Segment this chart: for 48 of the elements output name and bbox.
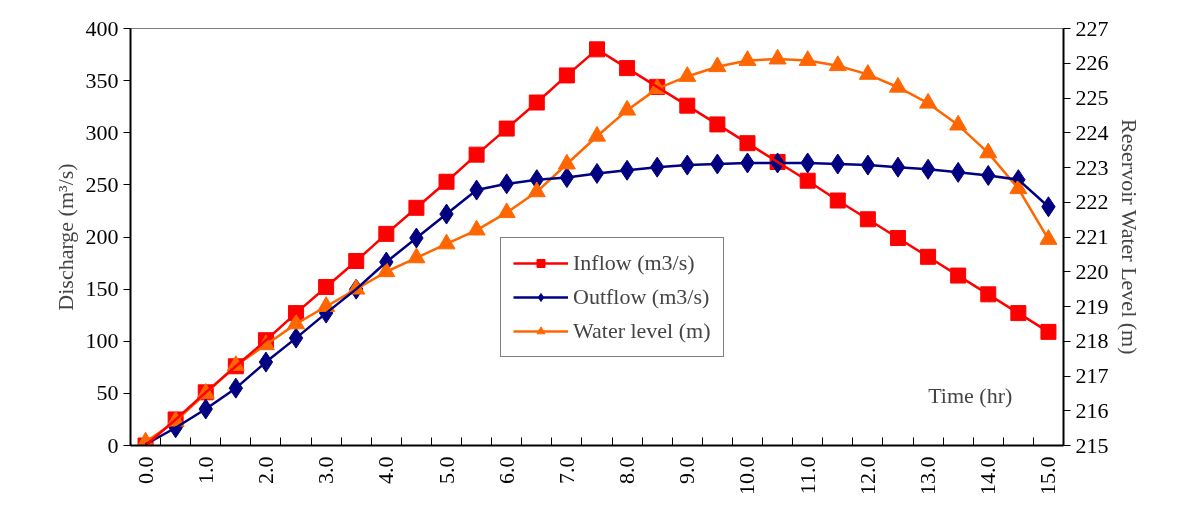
x-tick-label: 3.0 <box>313 456 339 484</box>
legend-label: Outflow (m3/s) <box>573 284 710 310</box>
x-tick-label: 4.0 <box>373 456 399 484</box>
y2-tick-label: 222 <box>1075 189 1109 215</box>
y-tick-label: 400 <box>85 15 119 41</box>
y-tick-label: 300 <box>85 119 119 145</box>
point <box>1039 229 1058 245</box>
x-tick-label: 5.0 <box>433 456 459 484</box>
y2-tick-label: 219 <box>1075 293 1109 319</box>
x-tick-label: 6.0 <box>493 456 519 484</box>
x-tick-label: 11.0 <box>794 456 820 495</box>
y2-tick-label: 215 <box>1075 432 1109 458</box>
y2-tick-label: 226 <box>1075 50 1109 76</box>
x-axis-title: Time (hr) <box>928 382 1013 408</box>
x-tick-label: 10.0 <box>734 456 760 495</box>
y2-tick-label: 217 <box>1075 363 1109 388</box>
y-axis-title: Discharge (m³/s) <box>52 163 78 311</box>
y-tick-label: 0 <box>107 432 119 458</box>
y-tick-label: 350 <box>85 67 119 93</box>
x-tick-label: 12.0 <box>854 456 880 495</box>
y-tick-label: 200 <box>85 224 119 249</box>
x-tick-label: 1.0 <box>192 456 218 484</box>
x-tick-label: 14.0 <box>975 456 1001 495</box>
x-tick-label: 7.0 <box>553 456 579 484</box>
legend-label: Water level (m) <box>573 318 711 344</box>
y-tick-label: 100 <box>85 328 119 354</box>
y2-axis-title: Reservoir Water Level (m) <box>1116 119 1142 355</box>
y2-tick-label: 223 <box>1075 154 1109 180</box>
y2-tick-label: 224 <box>1075 119 1109 145</box>
y2-tick-label: 220 <box>1075 258 1109 284</box>
point <box>709 116 726 133</box>
y-tick-label: 50 <box>96 380 119 406</box>
y-tick-label: 150 <box>85 276 119 302</box>
y2-tick-label: 221 <box>1075 224 1109 249</box>
x-tick-label: 0.0 <box>132 456 158 484</box>
x-tick-label: 13.0 <box>915 456 941 495</box>
y2-tick-label: 227 <box>1075 15 1109 41</box>
legend-label: Inflow (m3/s) <box>573 250 695 276</box>
x-tick-label: 9.0 <box>674 456 700 484</box>
y2-tick-label: 218 <box>1075 328 1109 354</box>
y2-tick-label: 225 <box>1075 85 1109 110</box>
point <box>468 146 485 163</box>
x-tick-label: 15.0 <box>1035 456 1061 495</box>
point <box>1040 323 1057 340</box>
x-tick-label: 2.0 <box>252 456 278 484</box>
y-tick-label: 250 <box>85 171 119 197</box>
x-tick-label: 8.0 <box>614 456 640 484</box>
y2-tick-label: 216 <box>1075 397 1109 423</box>
